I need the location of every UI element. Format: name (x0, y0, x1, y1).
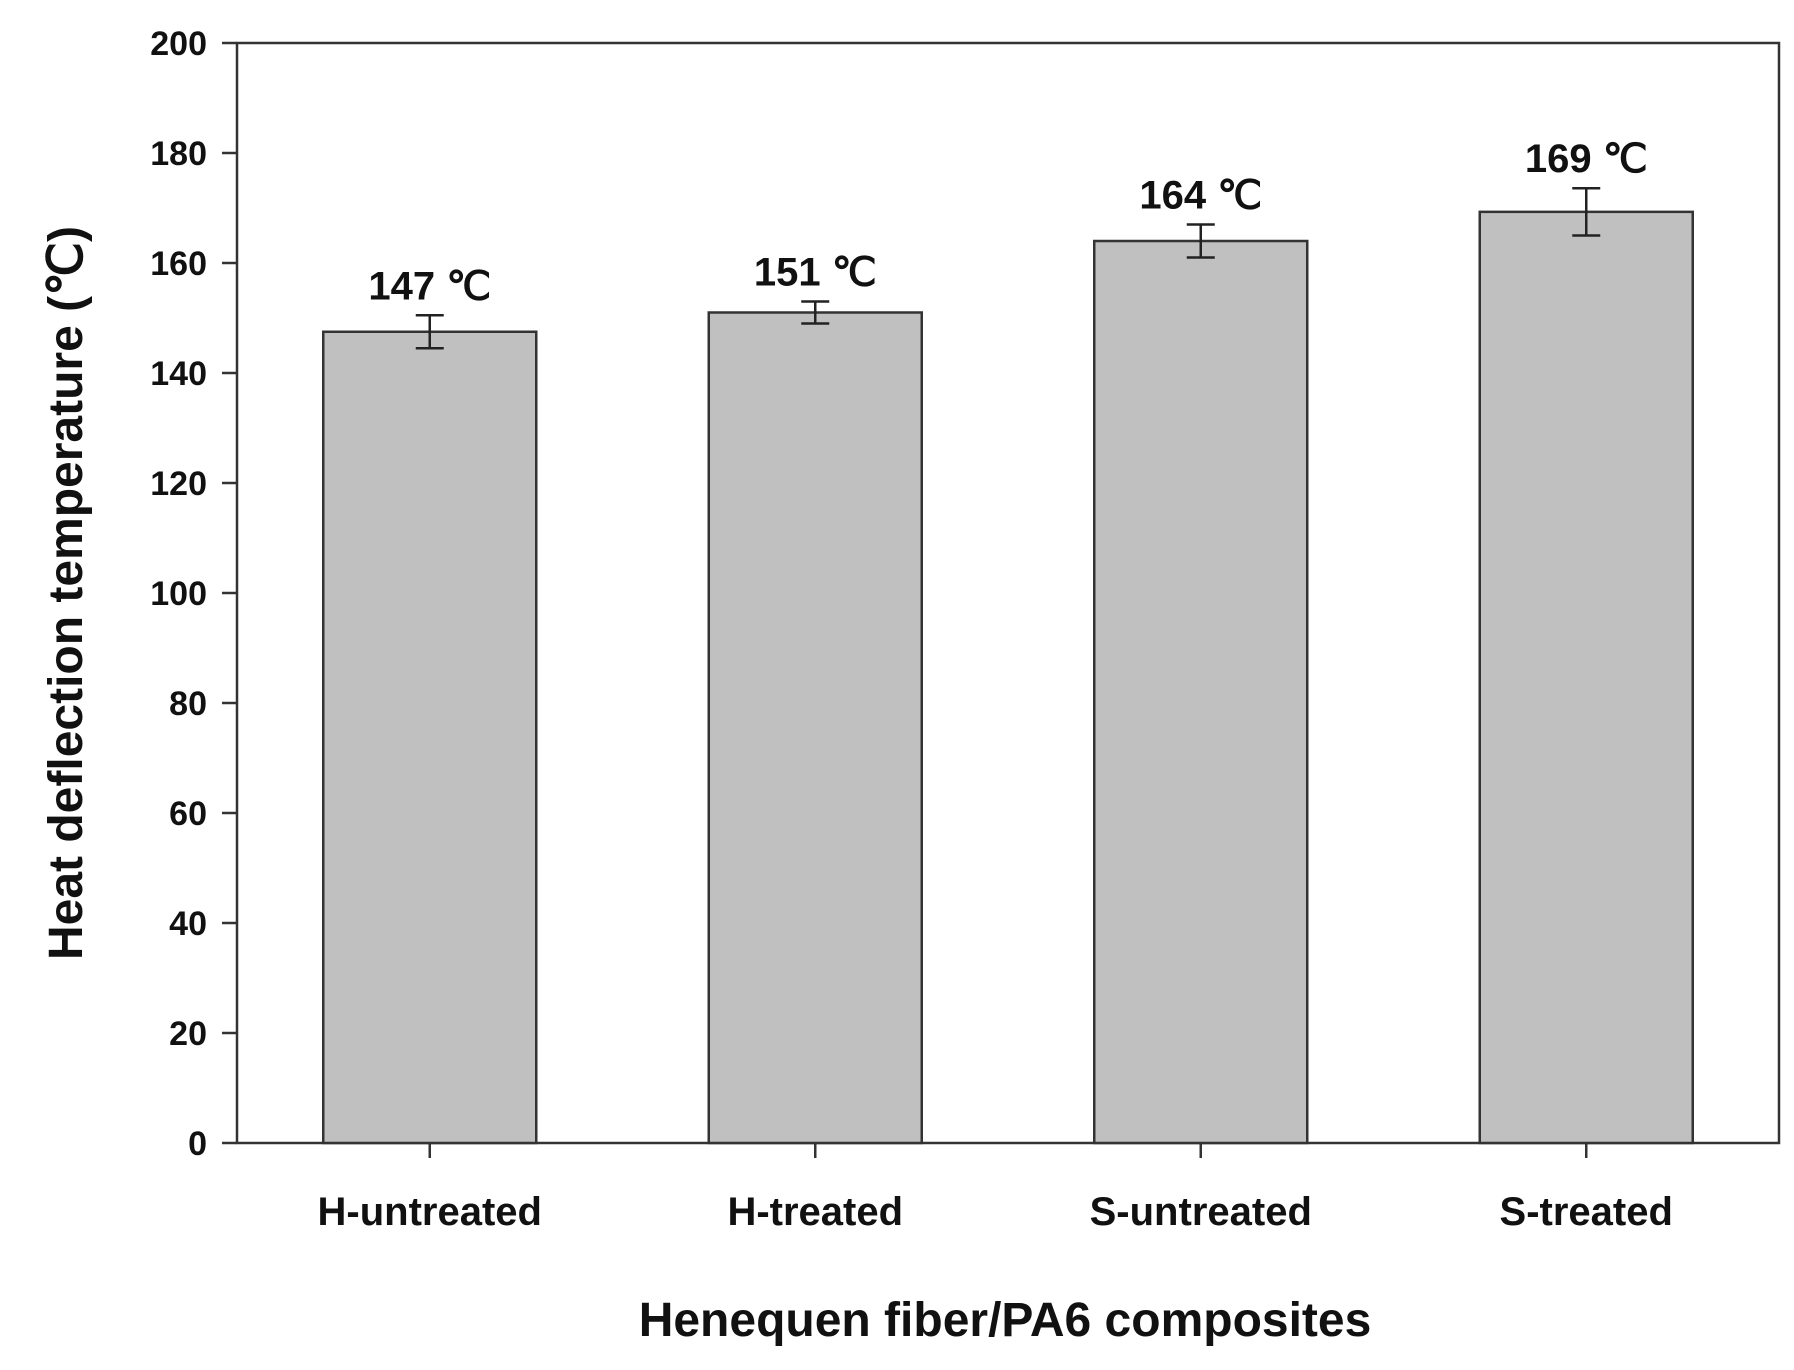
y-tick-label-8: 160 (150, 245, 207, 283)
y-tick-label-6: 120 (150, 465, 207, 503)
y-tick-label-0: 0 (188, 1125, 207, 1163)
bar-S-treated (1478, 210, 1694, 1145)
x-tick-label-3: S-treated (1500, 1190, 1673, 1234)
error-bar-S-treated (1572, 186, 1601, 237)
x-axis-title: Henequen fiber/PA6 composites (639, 1294, 1372, 1347)
x-tick-label-1: H-treated (727, 1190, 903, 1234)
y-tick-label-4: 80 (169, 685, 207, 723)
error-bar-H-treated (801, 300, 830, 325)
data-label-S-treated: 169 ℃ (1525, 137, 1648, 181)
data-labels: 147 ℃ 151 ℃ 164 ℃ 169 ℃ (368, 137, 1647, 308)
y-tick-label-5: 100 (150, 575, 207, 613)
y-tick-label-1: 20 (169, 1015, 207, 1053)
x-tick-label-0: H-untreated (318, 1190, 542, 1234)
x-axis: H-untreated H-treated S-untreated S-treated (318, 1143, 1673, 1234)
error-bars (415, 186, 1601, 350)
error-bar-S-untreated (1186, 223, 1215, 259)
data-label-H-treated: 151 ℃ (754, 251, 877, 295)
y-tick-label-2: 40 (169, 905, 207, 943)
x-tick-label-2: S-untreated (1090, 1190, 1312, 1234)
y-axis-title: Heat deflection temperature (℃) (40, 226, 93, 960)
data-label-S-untreated: 164 ℃ (1139, 174, 1262, 218)
bars (322, 210, 1694, 1145)
y-tick-label-9: 180 (150, 135, 207, 173)
y-axis: 0 20 40 60 80 100 120 140 160 180 200 (150, 25, 237, 1163)
bar-H-treated (707, 311, 923, 1145)
error-bar-H-untreated (415, 314, 444, 350)
y-tick-label-10: 200 (150, 25, 207, 63)
y-tick-label-7: 140 (150, 355, 207, 393)
data-label-H-untreated: 147 ℃ (368, 264, 491, 308)
bar-S-untreated (1093, 239, 1309, 1145)
y-tick-label-3: 60 (169, 795, 207, 833)
bar-H-untreated (322, 330, 538, 1145)
